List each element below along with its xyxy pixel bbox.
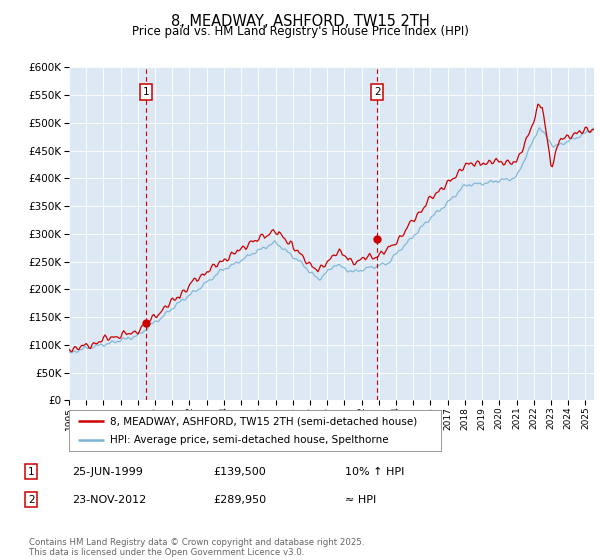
Text: 8, MEADWAY, ASHFORD, TW15 2TH: 8, MEADWAY, ASHFORD, TW15 2TH — [170, 14, 430, 29]
Text: ≈ HPI: ≈ HPI — [345, 494, 376, 505]
Text: 1: 1 — [28, 466, 35, 477]
Text: HPI: Average price, semi-detached house, Spelthorne: HPI: Average price, semi-detached house,… — [110, 435, 389, 445]
Text: 10% ↑ HPI: 10% ↑ HPI — [345, 466, 404, 477]
Text: 1: 1 — [143, 87, 149, 97]
Text: 25-JUN-1999: 25-JUN-1999 — [72, 466, 143, 477]
Text: Price paid vs. HM Land Registry's House Price Index (HPI): Price paid vs. HM Land Registry's House … — [131, 25, 469, 38]
Text: 2: 2 — [374, 87, 380, 97]
Text: 2: 2 — [28, 494, 35, 505]
Text: 23-NOV-2012: 23-NOV-2012 — [72, 494, 146, 505]
Text: Contains HM Land Registry data © Crown copyright and database right 2025.
This d: Contains HM Land Registry data © Crown c… — [29, 538, 364, 557]
Text: £289,950: £289,950 — [213, 494, 266, 505]
Text: 8, MEADWAY, ASHFORD, TW15 2TH (semi-detached house): 8, MEADWAY, ASHFORD, TW15 2TH (semi-deta… — [110, 417, 417, 426]
Text: £139,500: £139,500 — [213, 466, 266, 477]
